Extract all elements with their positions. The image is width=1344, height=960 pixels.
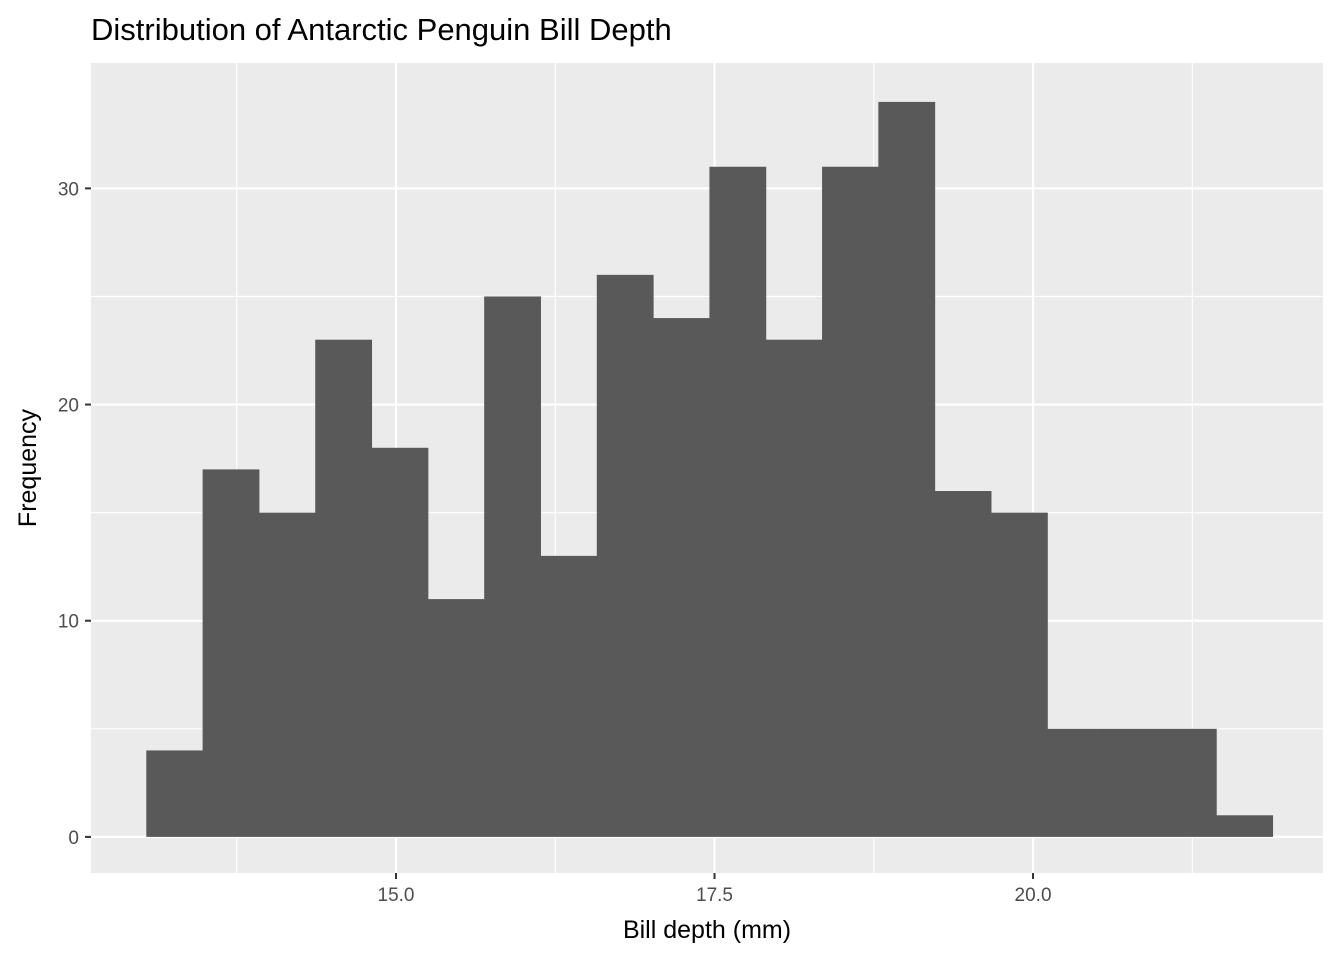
histogram-bar bbox=[427, 599, 485, 837]
y-tick-label: 0 bbox=[68, 828, 79, 849]
x-tick-label: 15.0 bbox=[378, 885, 415, 906]
histogram-bar bbox=[202, 469, 260, 837]
histogram-bar bbox=[315, 339, 373, 837]
histogram-bar bbox=[1103, 728, 1161, 837]
chart-title: Distribution of Antarctic Penguin Bill D… bbox=[91, 12, 672, 47]
y-tick-label: 10 bbox=[58, 612, 79, 633]
histogram-bar bbox=[371, 447, 429, 837]
histogram-bar bbox=[1047, 728, 1105, 837]
histogram-bar bbox=[1159, 728, 1217, 837]
histogram-bar bbox=[934, 491, 992, 837]
histogram-bar bbox=[1216, 815, 1274, 837]
y-axis: 0 10 20 30 bbox=[58, 179, 91, 849]
histogram-bar bbox=[878, 101, 936, 837]
histogram-bar bbox=[822, 166, 879, 837]
histogram-bar bbox=[258, 512, 316, 837]
histogram-bar bbox=[709, 166, 767, 837]
histogram-bar bbox=[540, 555, 598, 837]
histogram-bar bbox=[653, 318, 710, 837]
x-tick-label: 20.0 bbox=[1015, 885, 1052, 906]
histogram-bar bbox=[596, 274, 654, 837]
histogram-bar bbox=[765, 339, 823, 837]
x-tick-label: 17.5 bbox=[696, 885, 733, 906]
x-axis: 15.0 17.5 20.0 bbox=[378, 873, 1052, 906]
histogram-bar bbox=[146, 750, 204, 837]
y-tick-label: 20 bbox=[58, 396, 79, 417]
histogram-bar bbox=[484, 296, 541, 837]
histogram-bar bbox=[990, 512, 1048, 837]
x-axis-label: Bill depth (mm) bbox=[623, 916, 791, 944]
y-tick-label: 30 bbox=[58, 179, 79, 200]
bars bbox=[146, 101, 1274, 837]
y-axis-label: Frequency bbox=[14, 408, 42, 527]
